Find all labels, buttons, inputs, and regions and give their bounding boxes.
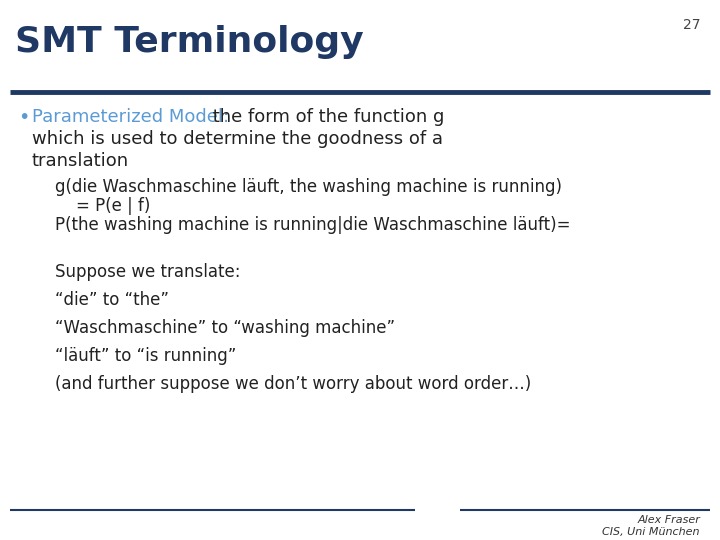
Text: 27: 27	[683, 18, 700, 32]
Text: “Waschmaschine” to “washing machine”: “Waschmaschine” to “washing machine”	[55, 319, 395, 337]
Text: which is used to determine the goodness of a: which is used to determine the goodness …	[32, 130, 443, 148]
Text: (and further suppose we don’t worry about word order…): (and further suppose we don’t worry abou…	[55, 375, 531, 393]
Text: the form of the function g: the form of the function g	[207, 108, 444, 126]
Text: Suppose we translate:: Suppose we translate:	[55, 263, 240, 281]
Text: “die” to “the”: “die” to “the”	[55, 291, 169, 309]
Text: = P(e | f): = P(e | f)	[55, 197, 150, 215]
Text: CIS, Uni München: CIS, Uni München	[603, 527, 700, 537]
Text: Parameterized Model:: Parameterized Model:	[32, 108, 229, 126]
Text: translation: translation	[32, 152, 129, 170]
Text: •: •	[18, 108, 30, 127]
Text: “läuft” to “is running”: “läuft” to “is running”	[55, 347, 236, 365]
Text: g(die Waschmaschine läuft, the washing machine is running): g(die Waschmaschine läuft, the washing m…	[55, 178, 562, 196]
Text: SMT Terminology: SMT Terminology	[15, 25, 364, 59]
Text: P(the washing machine is running|die Waschmaschine läuft)=: P(the washing machine is running|die Was…	[55, 216, 570, 234]
Text: Alex Fraser: Alex Fraser	[637, 515, 700, 525]
